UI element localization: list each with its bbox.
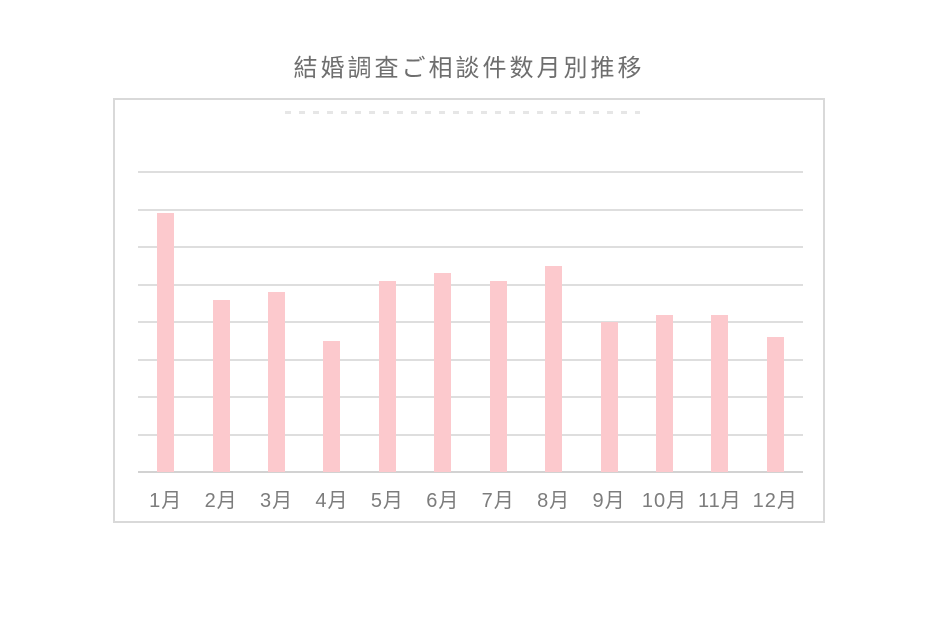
plot-area [138, 171, 803, 473]
gridline-70 [138, 208, 803, 211]
chart-title: 結婚調査ご相談件数月別推移 [293, 55, 645, 82]
x-axis-label-7月: 7月 [481, 490, 515, 512]
x-axis-label-9月: 9月 [592, 490, 626, 512]
x-axis-label-3月: 3月 [259, 490, 294, 512]
gridline-40 [138, 321, 803, 323]
gridline-60 [138, 246, 803, 248]
bar-8月 [545, 265, 563, 472]
bar-11月 [711, 314, 729, 472]
gridline-50 [138, 283, 803, 286]
x-axis-label-4月: 4月 [315, 490, 349, 512]
bar-12月 [766, 337, 784, 472]
gridline-10 [138, 433, 803, 436]
bar-3月 [268, 292, 286, 472]
bar-10月 [655, 314, 673, 472]
gridline-30 [138, 358, 803, 361]
bar-2月 [212, 299, 230, 472]
x-axis-labels: 1月 2月 3月 4月 5月 6月 7月 8月 9月 10月 11月 12月 [138, 484, 803, 514]
x-axis-label-10月: 10月 [641, 490, 688, 512]
bar-6月 [434, 273, 452, 472]
x-axis-label-1月: 1月 [149, 490, 183, 512]
bar-5月 [378, 280, 396, 472]
ghost-line-artifact [285, 111, 640, 114]
x-axis-label-12月: 12月 [752, 490, 798, 512]
x-axis-label-2月: 2月 [204, 490, 238, 512]
bar-4月 [323, 340, 341, 472]
x-axis-label-6月: 6月 [426, 490, 460, 512]
gridline-80 [138, 171, 803, 173]
chart-panel: 1月 2月 3月 4月 5月 6月 7月 8月 9月 10月 11月 12月 [113, 98, 825, 523]
gridline-20 [138, 396, 803, 398]
x-axis-label-11月: 11月 [697, 490, 742, 512]
x-axis-line [138, 471, 803, 473]
x-axis-label-8月: 8月 [537, 490, 571, 512]
bar-7月 [489, 280, 507, 472]
bar-1月 [157, 213, 175, 472]
x-axis-label-5月: 5月 [370, 490, 404, 512]
bar-9月 [600, 322, 618, 472]
